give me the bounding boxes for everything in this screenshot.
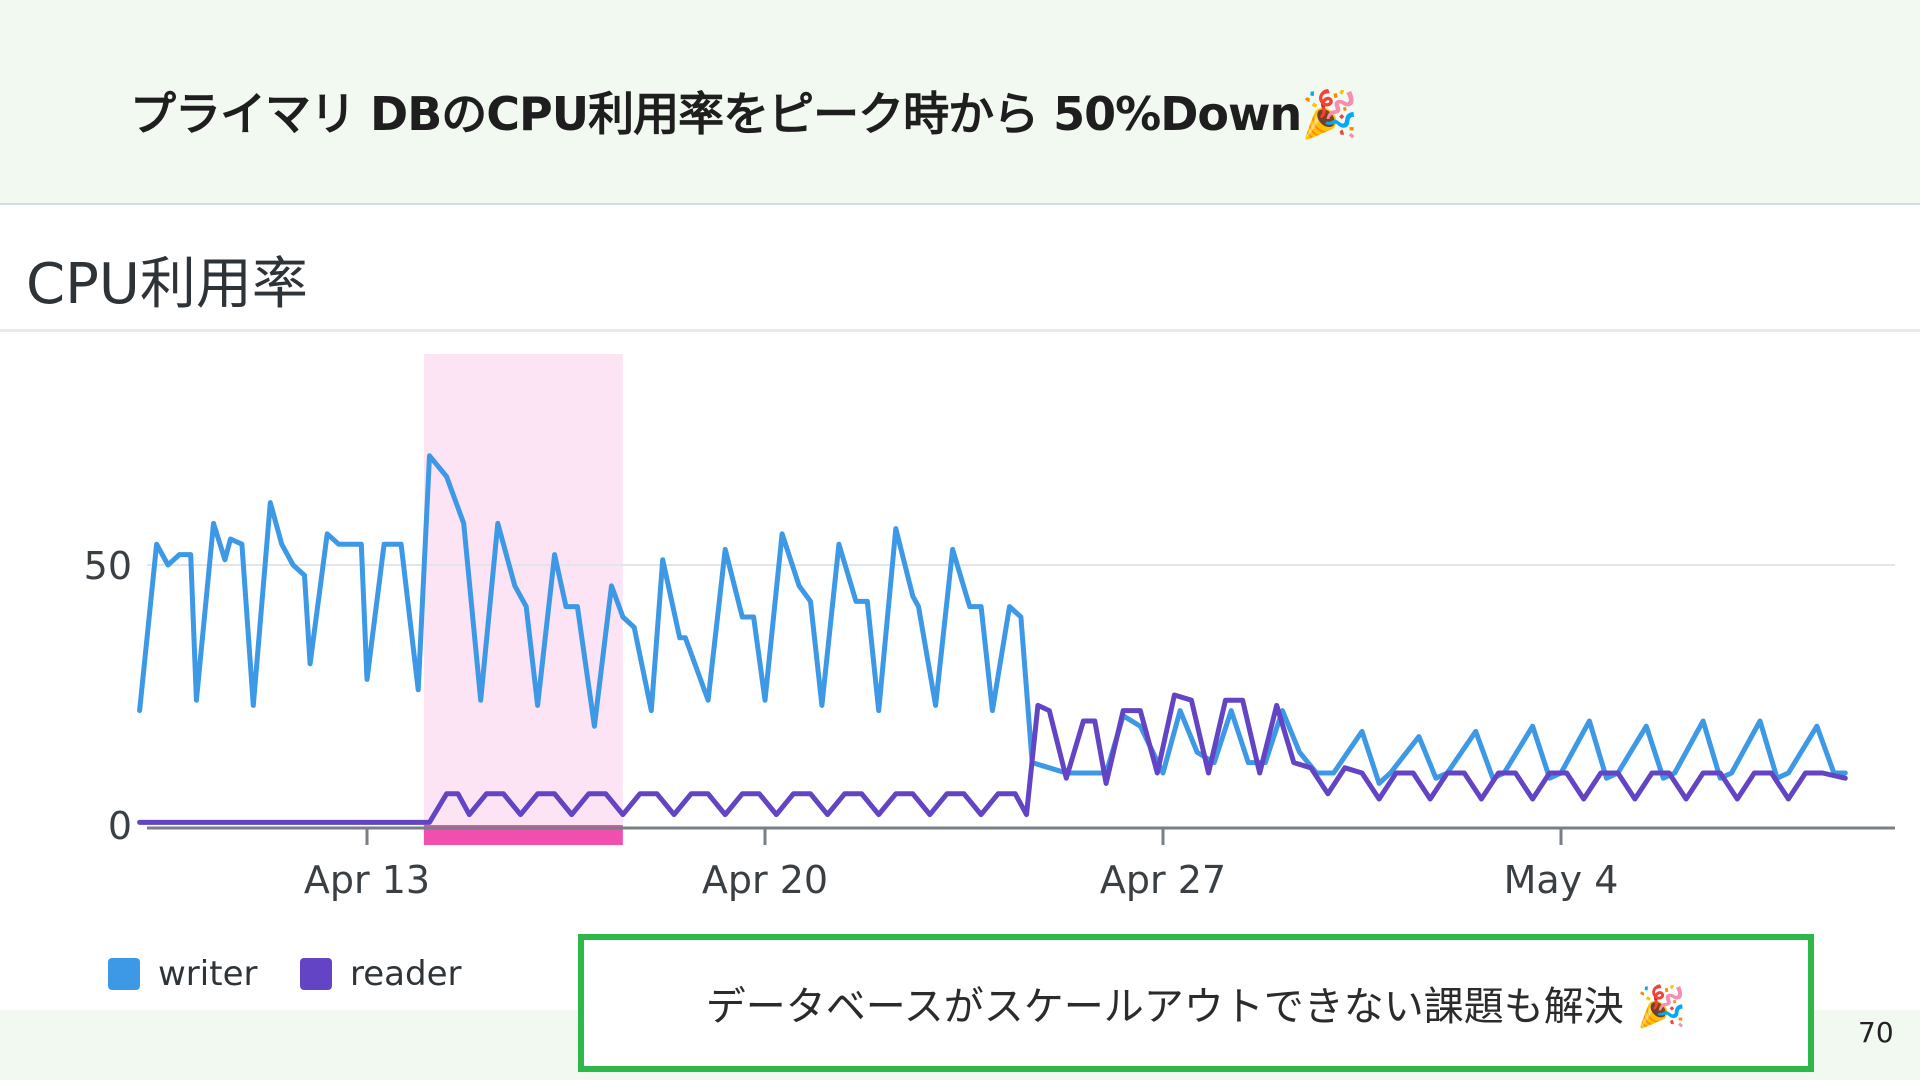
y-tick-label: 50 [84, 544, 132, 588]
callout-text: データベースがスケールアウトできない課題も解決 🎉 [705, 984, 1687, 1030]
legend-item-reader[interactable]: reader [300, 954, 461, 994]
series-line-writer [137, 453, 1848, 786]
legend-swatch-writer [108, 958, 140, 990]
x-tick-label: Apr 20 [702, 858, 828, 902]
legend-swatch-reader [300, 958, 332, 990]
x-tick-label: Apr 27 [1100, 858, 1226, 902]
series-line-reader [137, 692, 1848, 825]
legend-label-reader: reader [350, 954, 462, 994]
chart-header: CPU利用率 [0, 205, 1920, 332]
slide-title: プライマリ DBのCPU利用率をピーク時から 50%Down🎉 [130, 87, 1359, 141]
page-number: 70 [1858, 1016, 1894, 1049]
cpu-line-chart: 0 50 Apr 13 Apr 20 Apr 27 May 4 [84, 354, 1895, 902]
chart-title: CPU利用率 [26, 252, 308, 317]
chart-card: CPU利用率 0 50 Apr 13 Apr 20 Apr 27 May 4 [0, 203, 1920, 1010]
highlight-marker [423, 825, 623, 845]
y-tick-label: 0 [108, 804, 132, 848]
x-tick-label: May 4 [1504, 858, 1619, 902]
callout-box: データベースがスケールアウトできない課題も解決 🎉 [578, 934, 1814, 1072]
highlight-band [423, 354, 623, 825]
legend-item-writer[interactable]: writer [108, 954, 257, 994]
x-tick-label: Apr 13 [304, 858, 430, 902]
legend-label-writer: writer [158, 954, 258, 994]
